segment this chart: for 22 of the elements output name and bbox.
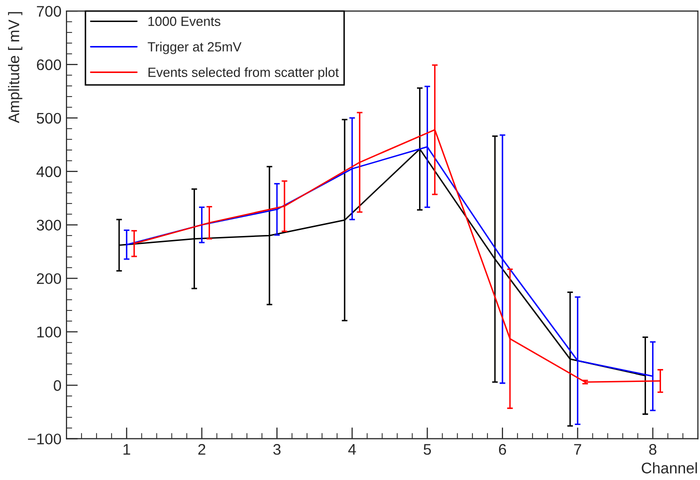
y-tick-label: 600: [36, 59, 62, 70]
legend-label: Events selected from scatter plot: [148, 67, 339, 80]
x-axis-title: Channel: [642, 462, 697, 474]
x-tick-label: 7: [574, 444, 582, 455]
y-tick-label: 200: [36, 273, 62, 284]
y-tick-label: −100: [28, 434, 62, 444]
x-tick-label: 5: [424, 444, 431, 455]
x-tick-label: 2: [198, 444, 206, 455]
legend-label: Trigger at 25mV: [148, 42, 242, 54]
y-axis-title: Amplitude [ mV ]: [8, 12, 22, 124]
y-tick-label: 700: [36, 6, 62, 17]
x-tick-label: 3: [273, 444, 281, 455]
y-tick-label: 500: [36, 112, 62, 124]
x-tick-label: 1: [124, 444, 130, 455]
y-tick-label: 0: [54, 380, 62, 391]
y-tick-label: 300: [36, 220, 62, 231]
legend-label: 1000 Events: [148, 16, 220, 26]
y-tick-label: 400: [36, 166, 62, 178]
x-tick-label: 6: [498, 444, 506, 455]
x-tick-label: 8: [649, 444, 656, 455]
y-tick-label: 100: [37, 326, 62, 338]
x-tick-label: 4: [348, 444, 356, 455]
